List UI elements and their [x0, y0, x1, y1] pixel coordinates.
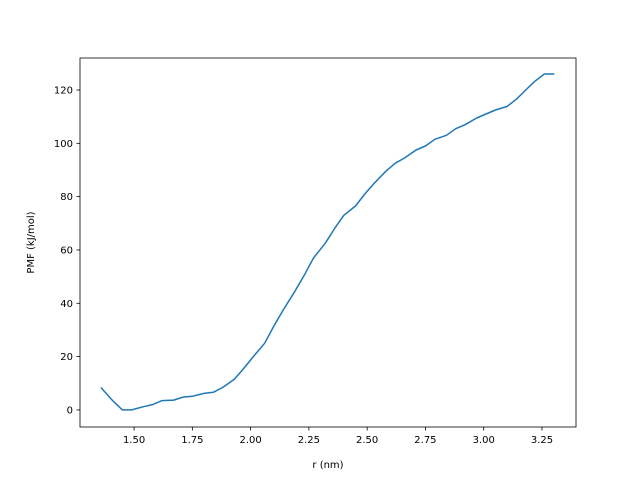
x-tick-label: 2.75: [414, 435, 436, 446]
y-tick-label: 60: [60, 245, 73, 256]
y-axis-ticks: 0 20 40 60 80 100 120: [54, 85, 80, 416]
y-axis-label: PMF (kJ/mol): [26, 211, 37, 273]
plot-area: [80, 58, 576, 427]
y-tick-label: 0: [67, 405, 73, 416]
x-tick-label: 3.25: [531, 435, 553, 446]
x-axis-label: r (nm): [312, 460, 343, 471]
y-tick-label: 120: [54, 85, 73, 96]
x-tick-label: 1.50: [123, 435, 145, 446]
y-tick-label: 100: [54, 139, 73, 150]
x-tick-label: 2.25: [298, 435, 320, 446]
x-axis-ticks: 1.50 1.75 2.00 2.25 2.50 2.75 3.00 3.25: [123, 427, 553, 446]
x-tick-label: 3.00: [473, 435, 495, 446]
x-tick-label: 1.75: [181, 435, 203, 446]
x-tick-label: 2.00: [239, 435, 261, 446]
y-tick-label: 40: [60, 299, 73, 310]
y-tick-label: 20: [60, 352, 73, 363]
y-tick-label: 80: [60, 192, 73, 203]
x-tick-label: 2.50: [356, 435, 378, 446]
